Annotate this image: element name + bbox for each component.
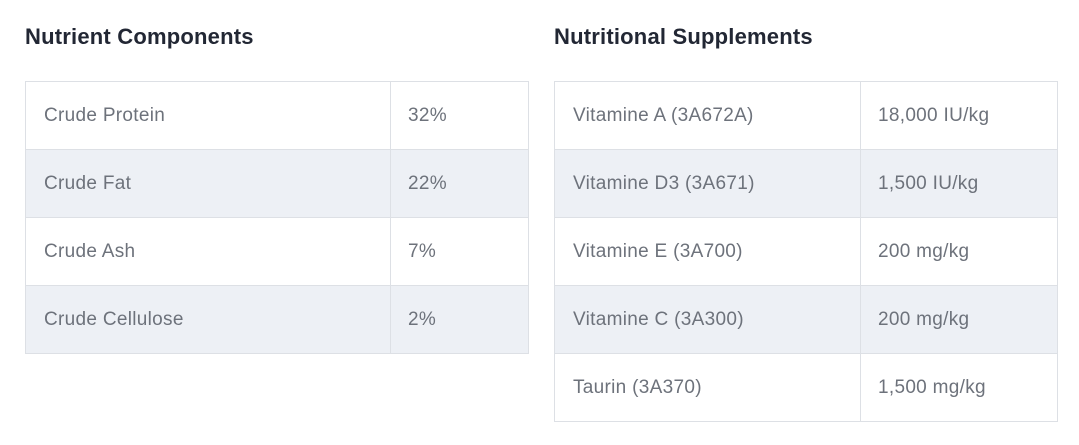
table-row: Vitamine D3 (3A671) 1,500 IU/kg <box>555 149 1057 218</box>
supplement-value: 18,000 IU/kg <box>878 104 990 126</box>
nutrient-value: 22% <box>408 172 447 194</box>
supplement-label: Vitamine D3 (3A671) <box>555 150 861 218</box>
table-row: Crude Cellulose 2% <box>26 285 528 354</box>
nutrient-label: Crude Cellulose <box>26 286 391 354</box>
table-row: Vitamine E (3A700) 200 mg/kg <box>555 217 1057 286</box>
nutritional-supplements-table: Vitamine A (3A672A) 18,000 IU/kg Vitamin… <box>554 81 1058 423</box>
table-row: Crude Ash 7% <box>26 217 528 286</box>
supplement-label: Vitamine E (3A700) <box>555 218 861 286</box>
supplement-label: Vitamine C (3A300) <box>555 286 861 354</box>
supplement-value: 200 mg/kg <box>878 308 970 330</box>
nutrient-components-section: Nutrient Components Crude Protein 32% Cr… <box>25 24 529 422</box>
nutrient-label: Crude Fat <box>26 150 391 218</box>
supplement-value: 200 mg/kg <box>878 240 970 262</box>
nutrient-label: Crude Ash <box>26 218 391 286</box>
nutritional-supplements-section: Nutritional Supplements Vitamine A (3A67… <box>554 24 1058 423</box>
supplement-value: 1,500 IU/kg <box>878 172 979 194</box>
table-row: Crude Protein 32% <box>26 82 528 150</box>
supplement-value: 1,500 mg/kg <box>878 376 986 398</box>
nutrient-value: 2% <box>408 308 437 330</box>
nutrient-value: 7% <box>408 240 437 262</box>
supplement-label: Vitamine A (3A672A) <box>555 82 861 150</box>
nutrition-info-panel: Nutrient Components Crude Protein 32% Cr… <box>25 24 1058 423</box>
nutrient-value: 32% <box>408 104 447 126</box>
table-row: Crude Fat 22% <box>26 149 528 218</box>
nutritional-supplements-title: Nutritional Supplements <box>554 24 813 49</box>
supplement-label: Taurin (3A370) <box>555 354 861 422</box>
nutrient-components-title: Nutrient Components <box>25 24 254 49</box>
nutrient-components-table: Crude Protein 32% Crude Fat 22% Crude As… <box>25 81 529 355</box>
table-row: Vitamine C (3A300) 200 mg/kg <box>555 285 1057 354</box>
table-row: Vitamine A (3A672A) 18,000 IU/kg <box>555 82 1057 150</box>
nutrient-label: Crude Protein <box>26 82 391 150</box>
table-row: Taurin (3A370) 1,500 mg/kg <box>555 353 1057 422</box>
